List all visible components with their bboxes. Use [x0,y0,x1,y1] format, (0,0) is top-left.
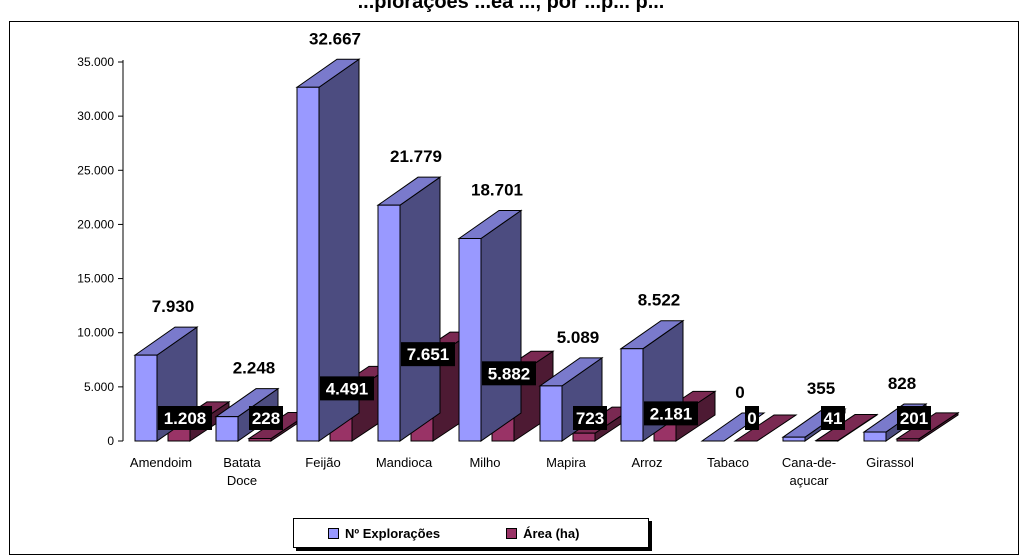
x-tick-label: Feijão [305,455,340,470]
data-label-area-text: 723 [576,409,604,428]
data-label-area-text: 1.208 [164,409,207,428]
data-label-area-box [644,401,698,426]
data-label-area: 228 [249,406,283,430]
y-tick-label: 25.000 [77,163,114,177]
legend-swatch-exploracoes [328,527,339,539]
data-label-area-box [401,342,455,367]
x-tick-label: Milho [469,455,500,470]
y-tick-label: 35.000 [77,55,114,69]
bar-area-9-front [896,438,920,442]
bar-exploracoes-4 [457,209,523,442]
bar-exploracoes-6-front [620,348,644,442]
data-label-area: 723 [573,406,607,430]
x-tick-label: Mandioca [376,455,433,470]
data-label-exploracoes: 828 [888,374,916,393]
x-tick-label: Batata [223,455,261,470]
data-label-area: 5.882 [482,361,536,386]
data-label-area-text: 5.882 [488,364,531,383]
data-label-area-box [158,406,212,430]
data-label-area-box [249,406,283,430]
data-label-exploracoes: 355 [807,379,835,398]
x-tick-label: Doce [227,473,257,488]
bar-exploracoes-3-side [399,176,441,442]
data-label-area-text: 2.181 [650,404,693,423]
legend-item-area: Área (ha) [506,526,579,541]
x-tick-label: Mapira [546,455,587,470]
legend-label-area: Área (ha) [523,525,580,541]
bar-exploracoes-3-front [377,204,401,442]
x-tick-label: Arroz [631,455,662,470]
bar-exploracoes-9-front [863,431,887,442]
data-label-area-text: 7.651 [407,345,450,364]
y-tick-label: 30.000 [77,109,114,123]
bar-exploracoes-2 [295,58,361,442]
data-label-area: 4.491 [320,376,374,401]
data-label-area-box [897,406,931,430]
data-label-exploracoes: 5.089 [557,328,600,347]
data-label-area-box [482,361,536,386]
data-label-exploracoes: 8.522 [638,291,681,310]
legend-label-exploracoes: Nº Explorações [345,525,441,541]
data-label-area-text: 201 [900,409,928,428]
data-label-exploracoes: 21.779 [390,147,442,166]
bar-area-5-front [572,432,596,442]
bar-exploracoes-5-front [539,385,563,442]
y-tick-label: 5.000 [84,380,114,394]
y-tick-label: 20.000 [77,217,114,231]
bar-exploracoes-4-front [458,237,482,442]
data-label-exploracoes: 2.248 [233,359,276,378]
bar-exploracoes-3 [376,176,442,442]
y-tick-label: 15.000 [77,272,114,286]
data-label-area: 2.181 [644,401,698,426]
y-tick-label: 0 [107,434,114,448]
bar-exploracoes-5 [538,356,604,442]
data-label-area-box [821,406,845,430]
data-label-area: 1.208 [158,406,212,430]
legend-swatch-area [506,527,518,539]
bar-exploracoes-0-front [134,354,158,442]
bar-chart: 0 5.000 10.000 15.000 20.000 25.000 30.000 35.0… [77,29,960,488]
bar-exploracoes-2-front [296,86,320,442]
bar-area-7 [733,414,798,442]
x-tick-label: Cana-de- [782,455,836,470]
x-tick-label: Amendoim [130,455,192,470]
legend-item-exploracoes: Nº Explorações [328,526,440,541]
data-label-area-text: 4.491 [326,379,369,398]
data-label-area: 0 [745,406,759,430]
data-label-exploracoes: 7.930 [152,297,195,316]
x-tick-label: açucar [789,473,829,488]
data-label-area-box [573,406,607,430]
legend: Nº Explorações Área (ha) [293,518,649,548]
bar-exploracoes-8-front [782,436,806,442]
data-label-exploracoes: 0 [735,383,744,402]
data-label-area-text: 41 [824,409,843,428]
bar-area-1-front [248,438,272,442]
data-label-area: 201 [897,406,931,430]
data-label-area: 7.651 [401,342,455,367]
y-tick-label: 10.000 [77,326,114,340]
data-label-exploracoes: 32.667 [309,29,361,48]
data-label-area-box [320,376,374,401]
chart-title: ...plorações ...ea ..., por ...p... p... [357,0,665,13]
data-label-area-text: 0 [747,409,756,428]
data-label-area-text: 228 [252,409,280,428]
data-label-exploracoes: 18.701 [471,180,523,199]
bar-area-7-top [733,414,798,442]
x-tick-label: Tabaco [707,455,749,470]
bar-exploracoes-1-front [215,416,239,442]
bar-exploracoes-4-side [480,209,522,442]
data-label-area-box [745,406,759,430]
x-tick-label: Girassol [866,455,914,470]
chart-frame: 0 5.000 10.000 15.000 20.000 25.000 30.000 35.0… [9,21,1019,555]
bar-area-8 [814,413,879,442]
data-label-area: 41 [821,406,845,430]
